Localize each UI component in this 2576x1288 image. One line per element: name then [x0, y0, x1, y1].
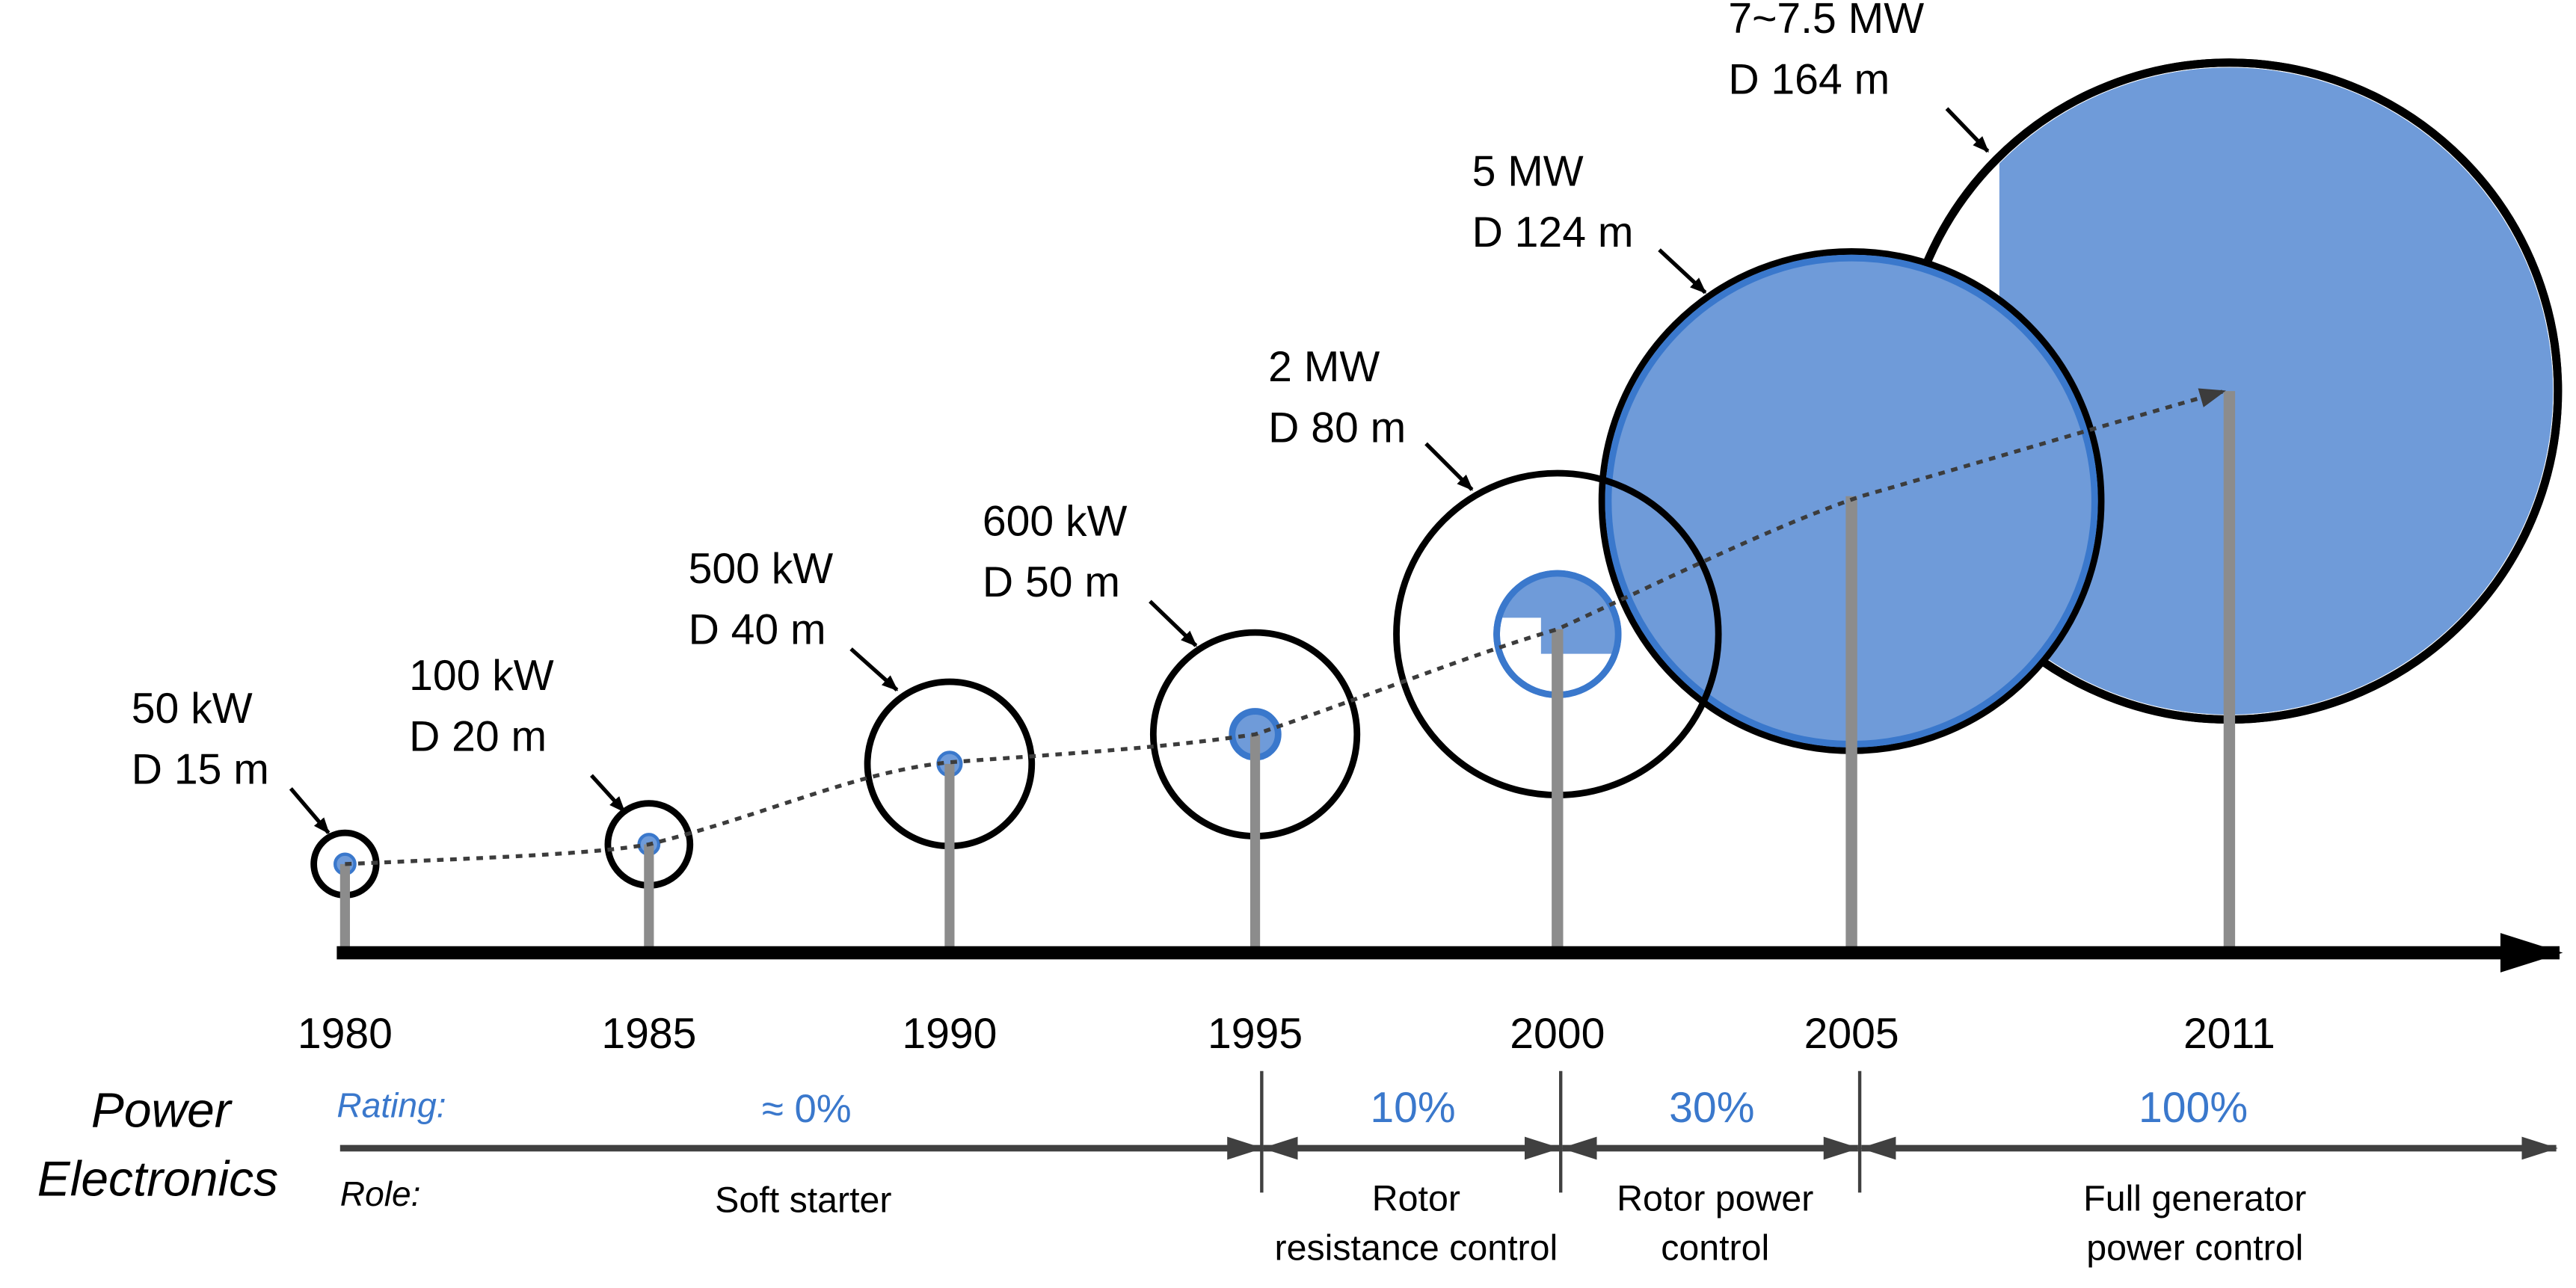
turbine-layer	[310, 58, 2563, 953]
power-label-1980: 50 kW	[132, 685, 253, 733]
turbine-2005	[1598, 248, 2105, 953]
year-label-1980: 1980	[298, 1010, 393, 1058]
callout-arrow-1995	[1149, 600, 1198, 647]
year-label-2000: 2000	[1510, 1010, 1605, 1058]
callout-arrow-1985	[589, 774, 626, 813]
power-electronics-title-line1: Power	[91, 1082, 233, 1137]
rating-row-label: Rating:	[336, 1085, 446, 1124]
power-label-1990: 500 kW	[689, 545, 834, 593]
diameter-label-1980: D 15 m	[132, 745, 269, 793]
power-label-1995: 600 kW	[983, 497, 1128, 545]
diameter-label-2000: D 80 m	[1268, 404, 1406, 452]
growth-trend-line	[345, 388, 2226, 866]
turbine-1985	[604, 800, 694, 953]
power-label-2000: 2 MW	[1268, 343, 1380, 391]
callout-arrow-2005	[1658, 248, 1707, 295]
role-row-label: Role:	[340, 1174, 421, 1213]
phase-role-soft-starter: Soft starter	[715, 1180, 891, 1221]
diameter-label-1995: D 50 m	[983, 558, 1120, 606]
diameter-label-1990: D 40 m	[689, 606, 826, 654]
diameter-label-1985: D 20 m	[409, 712, 547, 760]
phase-rating-full-generator: 100%	[2139, 1084, 2248, 1132]
power-electronics-share-2000	[1498, 570, 1617, 654]
capacity-callouts: 50 kW D 15 m 100 kW D 20 m 500 kW D 40 m 600 k…	[132, 0, 1990, 834]
power-label-2005: 5 MW	[1472, 148, 1584, 196]
phase-role-full-generator-line1: Full generator	[2083, 1178, 2306, 1218]
year-labels: 1980 1985 1990 1995 2000 2005 2011	[298, 1010, 2275, 1058]
turbine-1995	[1149, 629, 1361, 953]
phase-role-rotor-resistance-line1: Rotor	[1372, 1178, 1460, 1218]
callout-arrow-1990	[849, 647, 899, 691]
phase-role-rotor-power-line2: control	[1661, 1227, 1769, 1268]
phase-rating-rotor-power: 30%	[1669, 1084, 1754, 1132]
year-label-2011: 2011	[2183, 1010, 2275, 1058]
power-electronics-share-2011	[1999, 67, 2554, 715]
year-label-1990: 1990	[902, 1010, 997, 1058]
year-label-1995: 1995	[1208, 1010, 1303, 1058]
power-label-2011: 7~7.5 MW	[1728, 0, 1924, 43]
diameter-label-2011: D 164 m	[1728, 55, 1890, 103]
callout-arrow-1980	[289, 787, 331, 834]
diameter-label-2005: D 124 m	[1472, 209, 1634, 256]
callout-arrow-2000	[1424, 442, 1474, 491]
power-label-1985: 100 kW	[409, 652, 554, 700]
turbine-1990	[864, 678, 1036, 953]
time-axis-arrowhead	[2500, 933, 2563, 973]
year-label-2005: 2005	[1804, 1010, 1899, 1058]
phase-role-rotor-resistance-line2: resistance control	[1274, 1227, 1558, 1268]
phase-rating-soft-starter: ≈ 0%	[762, 1087, 852, 1131]
phase-role-full-generator-line2: power control	[2086, 1227, 2303, 1268]
phase-role-rotor-power-line1: Rotor power	[1617, 1178, 1813, 1218]
turbine-1980	[310, 829, 380, 953]
phase-rating-rotor-resistance: 10%	[1370, 1084, 1455, 1132]
turbine-2000	[1393, 469, 1722, 953]
callout-arrow-2011	[1945, 107, 1990, 153]
power-electronics-title-line2: Electronics	[37, 1151, 278, 1207]
year-label-1985: 1985	[601, 1010, 696, 1058]
